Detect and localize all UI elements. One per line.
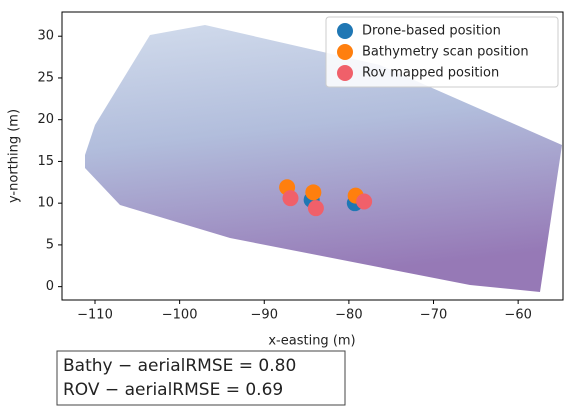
chart: x-easting (m) y-northing (m) Bathy − aer… [0,0,574,407]
x-tick-label: −100 [162,308,198,323]
x-axis-label: x-easting (m) [268,334,355,349]
legend-marker [337,65,353,81]
x-tick-label: −110 [77,308,113,323]
annotation: Bathy − aerialRMSE = 0.80 [63,356,296,376]
legend-marker [337,44,353,60]
x-tick-label: −70 [420,308,447,323]
annotation: ROV − aerialRMSE = 0.69 [63,380,283,400]
y-tick-label: 20 [37,112,54,127]
y-tick-label: 5 [46,237,54,252]
y-tick-label: 30 [37,29,54,44]
legend-label: Drone-based position [362,24,501,39]
y-tick-label: 25 [37,70,54,85]
point [282,190,298,206]
y-axis-label: y-northing (m) [7,109,22,203]
point [308,200,324,216]
y-tick-label: 10 [37,196,54,211]
point [356,193,372,209]
y-tick-label: 0 [46,279,54,294]
x-tick-label: −90 [251,308,278,323]
legend-marker [337,23,353,39]
legend-label: Bathymetry scan position [362,45,529,60]
legend-label: Rov mapped position [362,66,499,81]
y-tick-label: 15 [37,154,54,169]
legend: Drone-based position Bathymetry scan posi… [326,17,558,87]
x-tick-label: −60 [504,308,531,323]
point [305,184,321,200]
x-tick-label: −80 [335,308,362,323]
